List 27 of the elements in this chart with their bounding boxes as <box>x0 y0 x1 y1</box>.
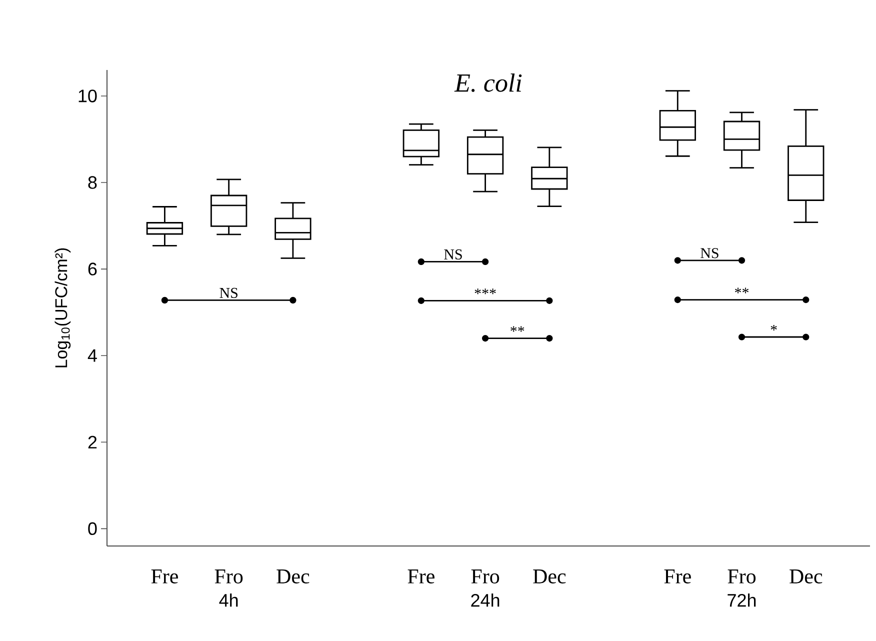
annotation: NS <box>220 288 238 298</box>
chart-title: E. coli <box>454 74 522 92</box>
y-tick-label: 0 <box>88 522 97 536</box>
x-tick-label: Fre <box>408 570 434 584</box>
y-tick-label: 10 <box>78 90 97 102</box>
x-tick-label: Fro <box>471 570 500 584</box>
y-tick-label: 6 <box>88 262 97 276</box>
x-tick-label: Fre <box>151 570 178 584</box>
text: 4h <box>219 594 238 607</box>
annotation: NS <box>700 248 718 258</box>
y-tick-label: 4 <box>88 349 97 362</box>
x-tick-label: Dec <box>276 570 310 584</box>
annotation: ** <box>510 326 524 332</box>
annotation: ** <box>735 288 749 294</box>
annotation: NS <box>444 249 462 260</box>
text: 72h <box>728 594 756 607</box>
y-tick-label: 2 <box>88 436 97 448</box>
text: 24h <box>471 594 500 607</box>
y-axis-title: Log$_{10}$(UFC/cm²) <box>54 248 71 368</box>
y-tick-label: 8 <box>88 176 97 189</box>
x-tick-label: Fre <box>664 570 691 584</box>
x-tick-label: Dec <box>533 570 566 584</box>
x-tick-label: Dec <box>790 570 822 584</box>
x-tick-label: Fro <box>214 570 243 584</box>
annotation: *** <box>474 288 496 294</box>
x-tick-label: Fro <box>728 570 756 584</box>
annotation: * <box>770 324 777 330</box>
